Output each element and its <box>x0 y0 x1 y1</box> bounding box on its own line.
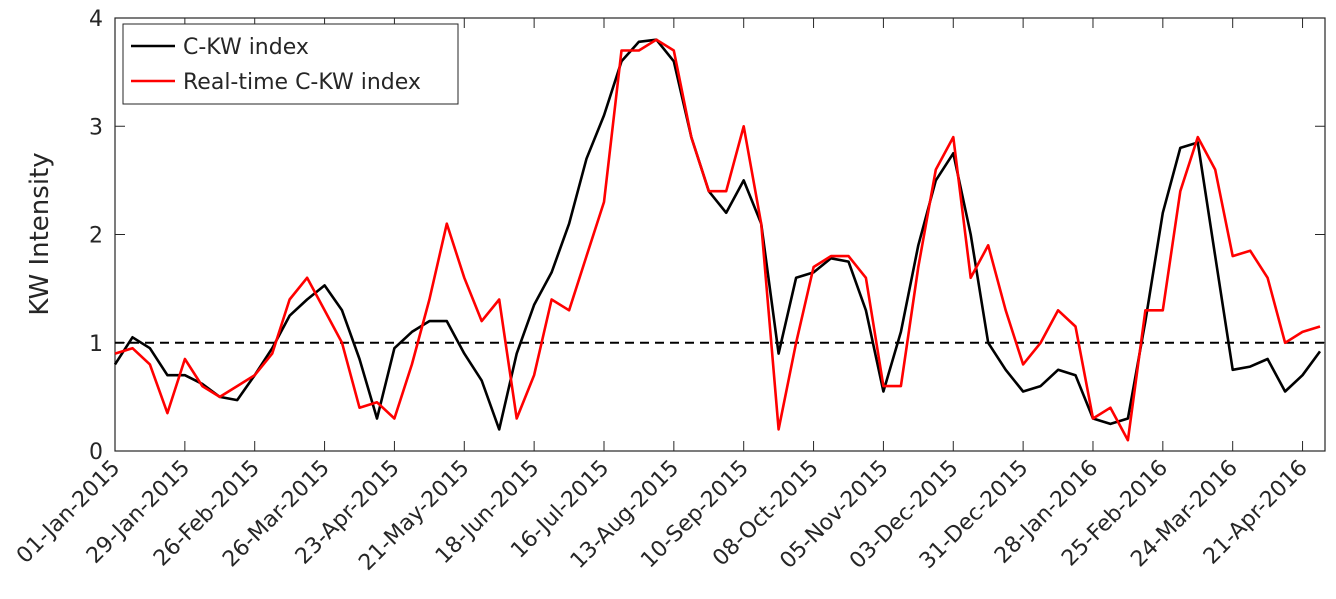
legend-box <box>122 23 459 105</box>
y-tick-label: 3 <box>89 115 103 140</box>
legend-label: C-KW index <box>183 35 309 60</box>
y-tick-label: 1 <box>89 332 103 357</box>
y-tick-label: 0 <box>89 440 103 465</box>
legend-label: Real-time C-KW index <box>183 70 421 95</box>
y-tick-label: 4 <box>89 7 103 32</box>
y-axis-label: KW Intensity <box>25 152 55 315</box>
y-tick-label: 2 <box>89 224 103 249</box>
series-line <box>114 38 1321 442</box>
